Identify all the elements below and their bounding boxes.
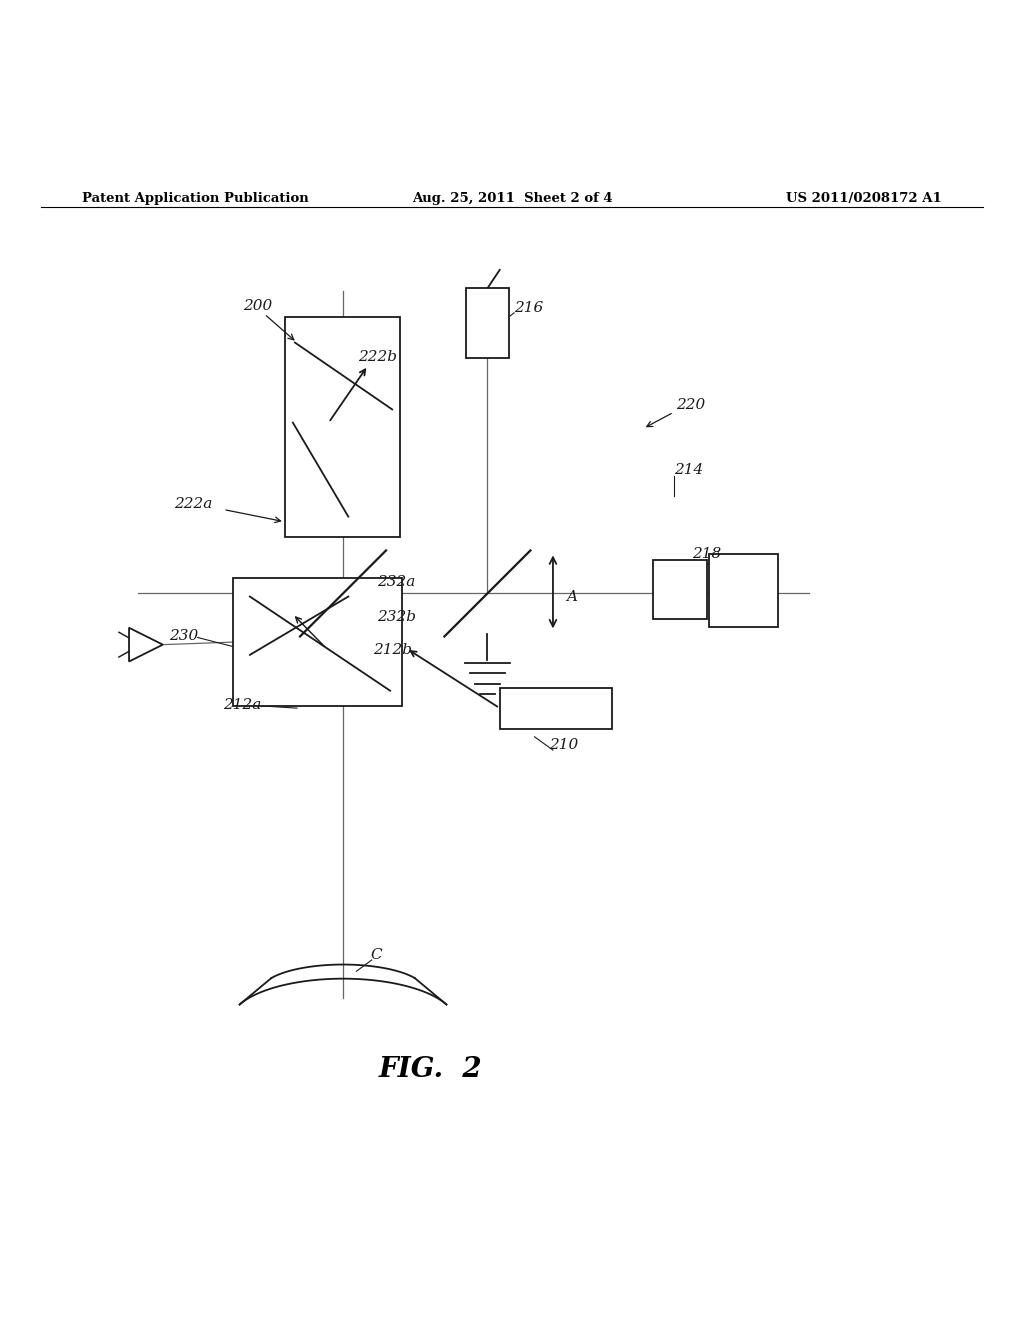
Text: 210: 210	[549, 738, 579, 752]
Text: Aug. 25, 2011  Sheet 2 of 4: Aug. 25, 2011 Sheet 2 of 4	[412, 191, 612, 205]
Text: 212a: 212a	[223, 698, 261, 713]
Text: 230: 230	[169, 628, 199, 643]
Text: US 2011/0208172 A1: US 2011/0208172 A1	[786, 191, 942, 205]
Text: 216: 216	[514, 301, 544, 315]
Text: 214: 214	[674, 462, 703, 477]
Text: 222a: 222a	[174, 498, 212, 511]
Text: 220: 220	[676, 399, 706, 412]
Bar	[466, 288, 509, 358]
Bar	[285, 317, 400, 537]
Text: 232b: 232b	[377, 610, 416, 624]
Bar	[233, 578, 402, 706]
Text: 212b: 212b	[373, 643, 412, 657]
Text: 218: 218	[692, 546, 722, 561]
Text: FIG.  2: FIG. 2	[378, 1056, 482, 1084]
Text: A: A	[566, 590, 578, 603]
Text: Patent Application Publication: Patent Application Publication	[82, 191, 308, 205]
Bar	[653, 560, 707, 619]
Text: 232a: 232a	[377, 576, 415, 589]
Text: C: C	[371, 948, 382, 962]
Bar	[709, 553, 778, 627]
Bar	[500, 688, 612, 729]
Text: 200: 200	[243, 298, 272, 313]
Text: 222b: 222b	[358, 350, 397, 364]
